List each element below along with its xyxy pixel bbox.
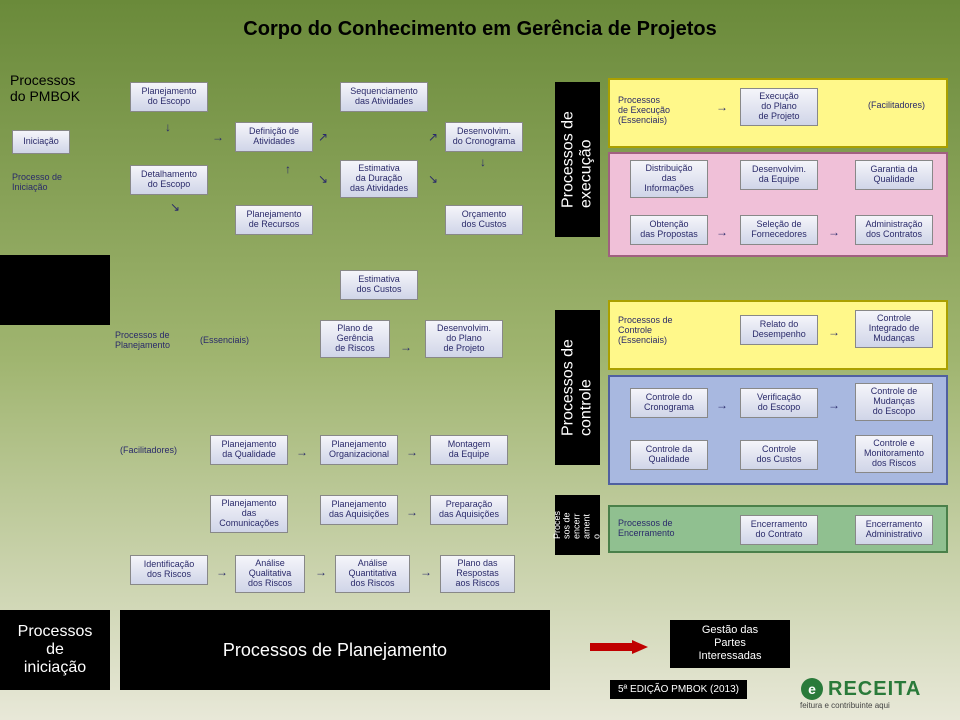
box-verif-esc: Verificação do Escopo [740, 388, 818, 418]
box-ident-riscos: Identificação dos Riscos [130, 555, 208, 585]
text-proc-ctrl: Processos de Controle (Essenciais) [618, 315, 673, 345]
box-adm-contr: Administração dos Contratos [855, 215, 933, 245]
box-dev-plano: Desenvolvim. do Plano de Projeto [425, 320, 503, 358]
box-det-escopo: Detalhamento do Escopo [130, 165, 208, 195]
bottom-planejamento: Processos de Planejamento [120, 610, 550, 690]
box-est-custos: Estimativa dos Custos [340, 270, 418, 300]
vlabel-enc: Proces sos de encerr ament o [555, 495, 600, 555]
box-exec-plano: Execução do Plano de Projeto [740, 88, 818, 126]
logo: e RECEITA feitura e contribuinte aqui [800, 677, 950, 710]
pmbok-label: Processos do PMBOK [10, 72, 80, 104]
box-plan-rec: Planejamento de Recursos [235, 205, 313, 235]
svg-text:e: e [808, 681, 816, 697]
box-ctrl-mon-risc: Controle e Monitoramento dos Riscos [855, 435, 933, 473]
box-ctrl-qual: Controle da Qualidade [630, 440, 708, 470]
box-anal-quant: Análise Quantitativa dos Riscos [335, 555, 410, 593]
bottom-iniciacao: Processos de iniciação [0, 610, 110, 690]
text-essenciais: (Essenciais) [200, 335, 249, 345]
box-relato: Relato do Desempenho [740, 315, 818, 345]
box-orc-custos: Orçamento dos Custos [445, 205, 523, 235]
logo-icon: e [800, 677, 824, 701]
box-ctrl-crono: Controle do Cronograma [630, 388, 708, 418]
logo-text: RECEITA [828, 678, 921, 701]
box-plan-aquis: Planejamento das Aquisições [320, 495, 398, 525]
box-def-ativ: Definição de Atividades [235, 122, 313, 152]
text-proc-exec: Processos de Execução (Essenciais) [618, 95, 670, 125]
box-plan-org: Planejamento Organizacional [320, 435, 398, 465]
text-facilitadores-right: (Facilitadores) [868, 100, 925, 110]
vlabel-exec: Processos de execução [555, 82, 600, 237]
gestao-text: Gestão das Partes Interessadas [699, 624, 762, 662]
box-garantia-q: Garantia da Qualidade [855, 160, 933, 190]
box-ctrl-custos: Controle dos Custos [740, 440, 818, 470]
box-plano-risco: Plano de Gerência de Riscos [320, 320, 390, 358]
vbar-enc: Proces sos de encerr ament o [555, 495, 600, 555]
text-proc-encerr: Processos de Encerramento [618, 518, 675, 538]
red-arrow-icon [590, 640, 650, 654]
box-mont-eq: Montagem da Equipe [430, 435, 508, 465]
bottom-iniciacao-text: Processos de iniciação [18, 623, 93, 677]
box-iniciacao: Iniciação [12, 130, 70, 154]
text-proc-inic: Processo de Iniciação [12, 172, 62, 192]
box-plan-qual: Planejamento da Qualidade [210, 435, 288, 465]
box-seq-ativ: Sequenciamento das Atividades [340, 82, 428, 112]
box-plan-escopo: Planejamento do Escopo [130, 82, 208, 112]
logo-sub: feitura e contribuinte aqui [800, 701, 950, 710]
box-est-dur: Estimativa da Duração das Atividades [340, 160, 418, 198]
bottom-plan-text: Processos de Planejamento [223, 640, 447, 661]
text-facilitadores-left: (Facilitadores) [120, 445, 177, 455]
page-title: Corpo do Conhecimento em Gerência de Pro… [0, 18, 960, 41]
vlabel-ctrl: Processos de controle [555, 310, 600, 465]
edicao-box: 5ª EDIÇÃO PMBOK (2013) [610, 680, 747, 699]
black-bar-left [0, 255, 110, 325]
box-anal-qual: Análise Qualitativa dos Riscos [235, 555, 305, 593]
box-obt-prop: Obtenção das Propostas [630, 215, 708, 245]
box-enc-contr: Encerramento do Contrato [740, 515, 818, 545]
gestao-box: Gestão das Partes Interessadas [670, 620, 790, 668]
text-proc-plan: Processos de Planejamento [115, 330, 170, 350]
box-ctrl-int: Controle Integrado de Mudanças [855, 310, 933, 348]
vbar-exec: Processos de execução [555, 82, 600, 237]
box-plano-resp: Plano das Respostas aos Riscos [440, 555, 515, 593]
box-plan-com: Planejamento das Comunicações [210, 495, 288, 533]
box-dev-crono: Desenvolvim. do Cronograma [445, 122, 523, 152]
box-dist-info: Distribuição das Informações [630, 160, 708, 198]
box-prep-aquis: Preparação das Aquisições [430, 495, 508, 525]
box-ctrl-mud-esc: Controle de Mudanças do Escopo [855, 383, 933, 421]
box-enc-adm: Encerramento Administrativo [855, 515, 933, 545]
vbar-ctrl: Processos de controle [555, 310, 600, 465]
box-sel-forn: Seleção de Fornecedores [740, 215, 818, 245]
box-dev-eq: Desenvolvim. da Equipe [740, 160, 818, 190]
